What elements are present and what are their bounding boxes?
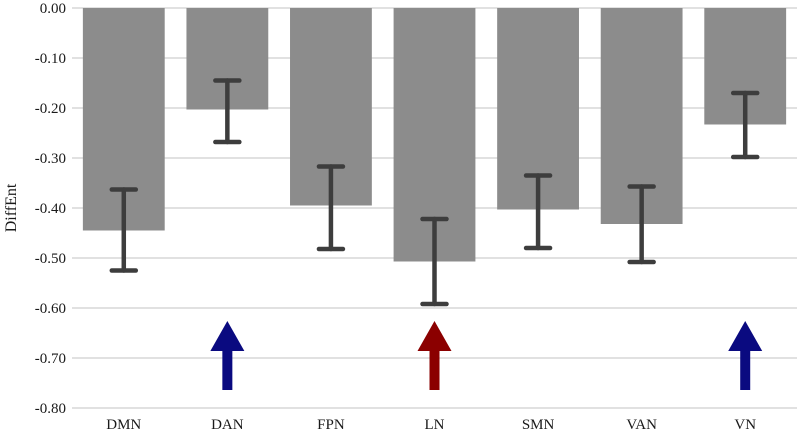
arrow-up-dan <box>210 321 245 390</box>
y-tick-label: -0.30 <box>35 151 66 167</box>
y-tick-label: -0.50 <box>35 251 66 267</box>
errorbar-ln <box>420 216 449 307</box>
errorbar-dan <box>213 78 242 145</box>
errorbar-van <box>627 184 656 265</box>
x-tick-label: VAN <box>626 417 657 431</box>
x-tick-label: VN <box>734 417 756 431</box>
errorbar-smn <box>523 173 553 251</box>
y-tick-label: -0.80 <box>35 401 66 417</box>
arrow-up-vn <box>728 321 763 390</box>
x-tick-label: DMN <box>106 417 141 431</box>
y-axis-label: DiffEnt <box>3 183 20 232</box>
error-bars <box>109 78 760 307</box>
x-tick-label: DAN <box>211 417 244 431</box>
y-tick-label: -0.70 <box>35 351 66 367</box>
arrow-up-ln <box>417 321 452 390</box>
errorbar-dmn <box>109 187 139 273</box>
y-tick-label: 0.00 <box>40 1 66 17</box>
x-tick-label: FPN <box>317 417 345 431</box>
errorbar-fpn <box>316 164 346 252</box>
y-tick-label: -0.20 <box>35 101 66 117</box>
x-tick-label: LN <box>425 417 445 431</box>
x-tick-label: SMN <box>522 417 555 431</box>
y-tick-label: -0.10 <box>35 51 66 67</box>
y-tick-label: -0.60 <box>35 301 66 317</box>
errorbar-vn <box>730 90 760 160</box>
y-tick-labels: 0.00 -0.10 -0.20 -0.30 -0.40 -0.50 -0.60 -0.70 -… <box>35 1 66 417</box>
y-tick-label: -0.40 <box>35 201 66 217</box>
arrows <box>210 321 763 390</box>
x-tick-labels: DMN DAN FPN LN SMN VAN VN <box>106 417 756 431</box>
